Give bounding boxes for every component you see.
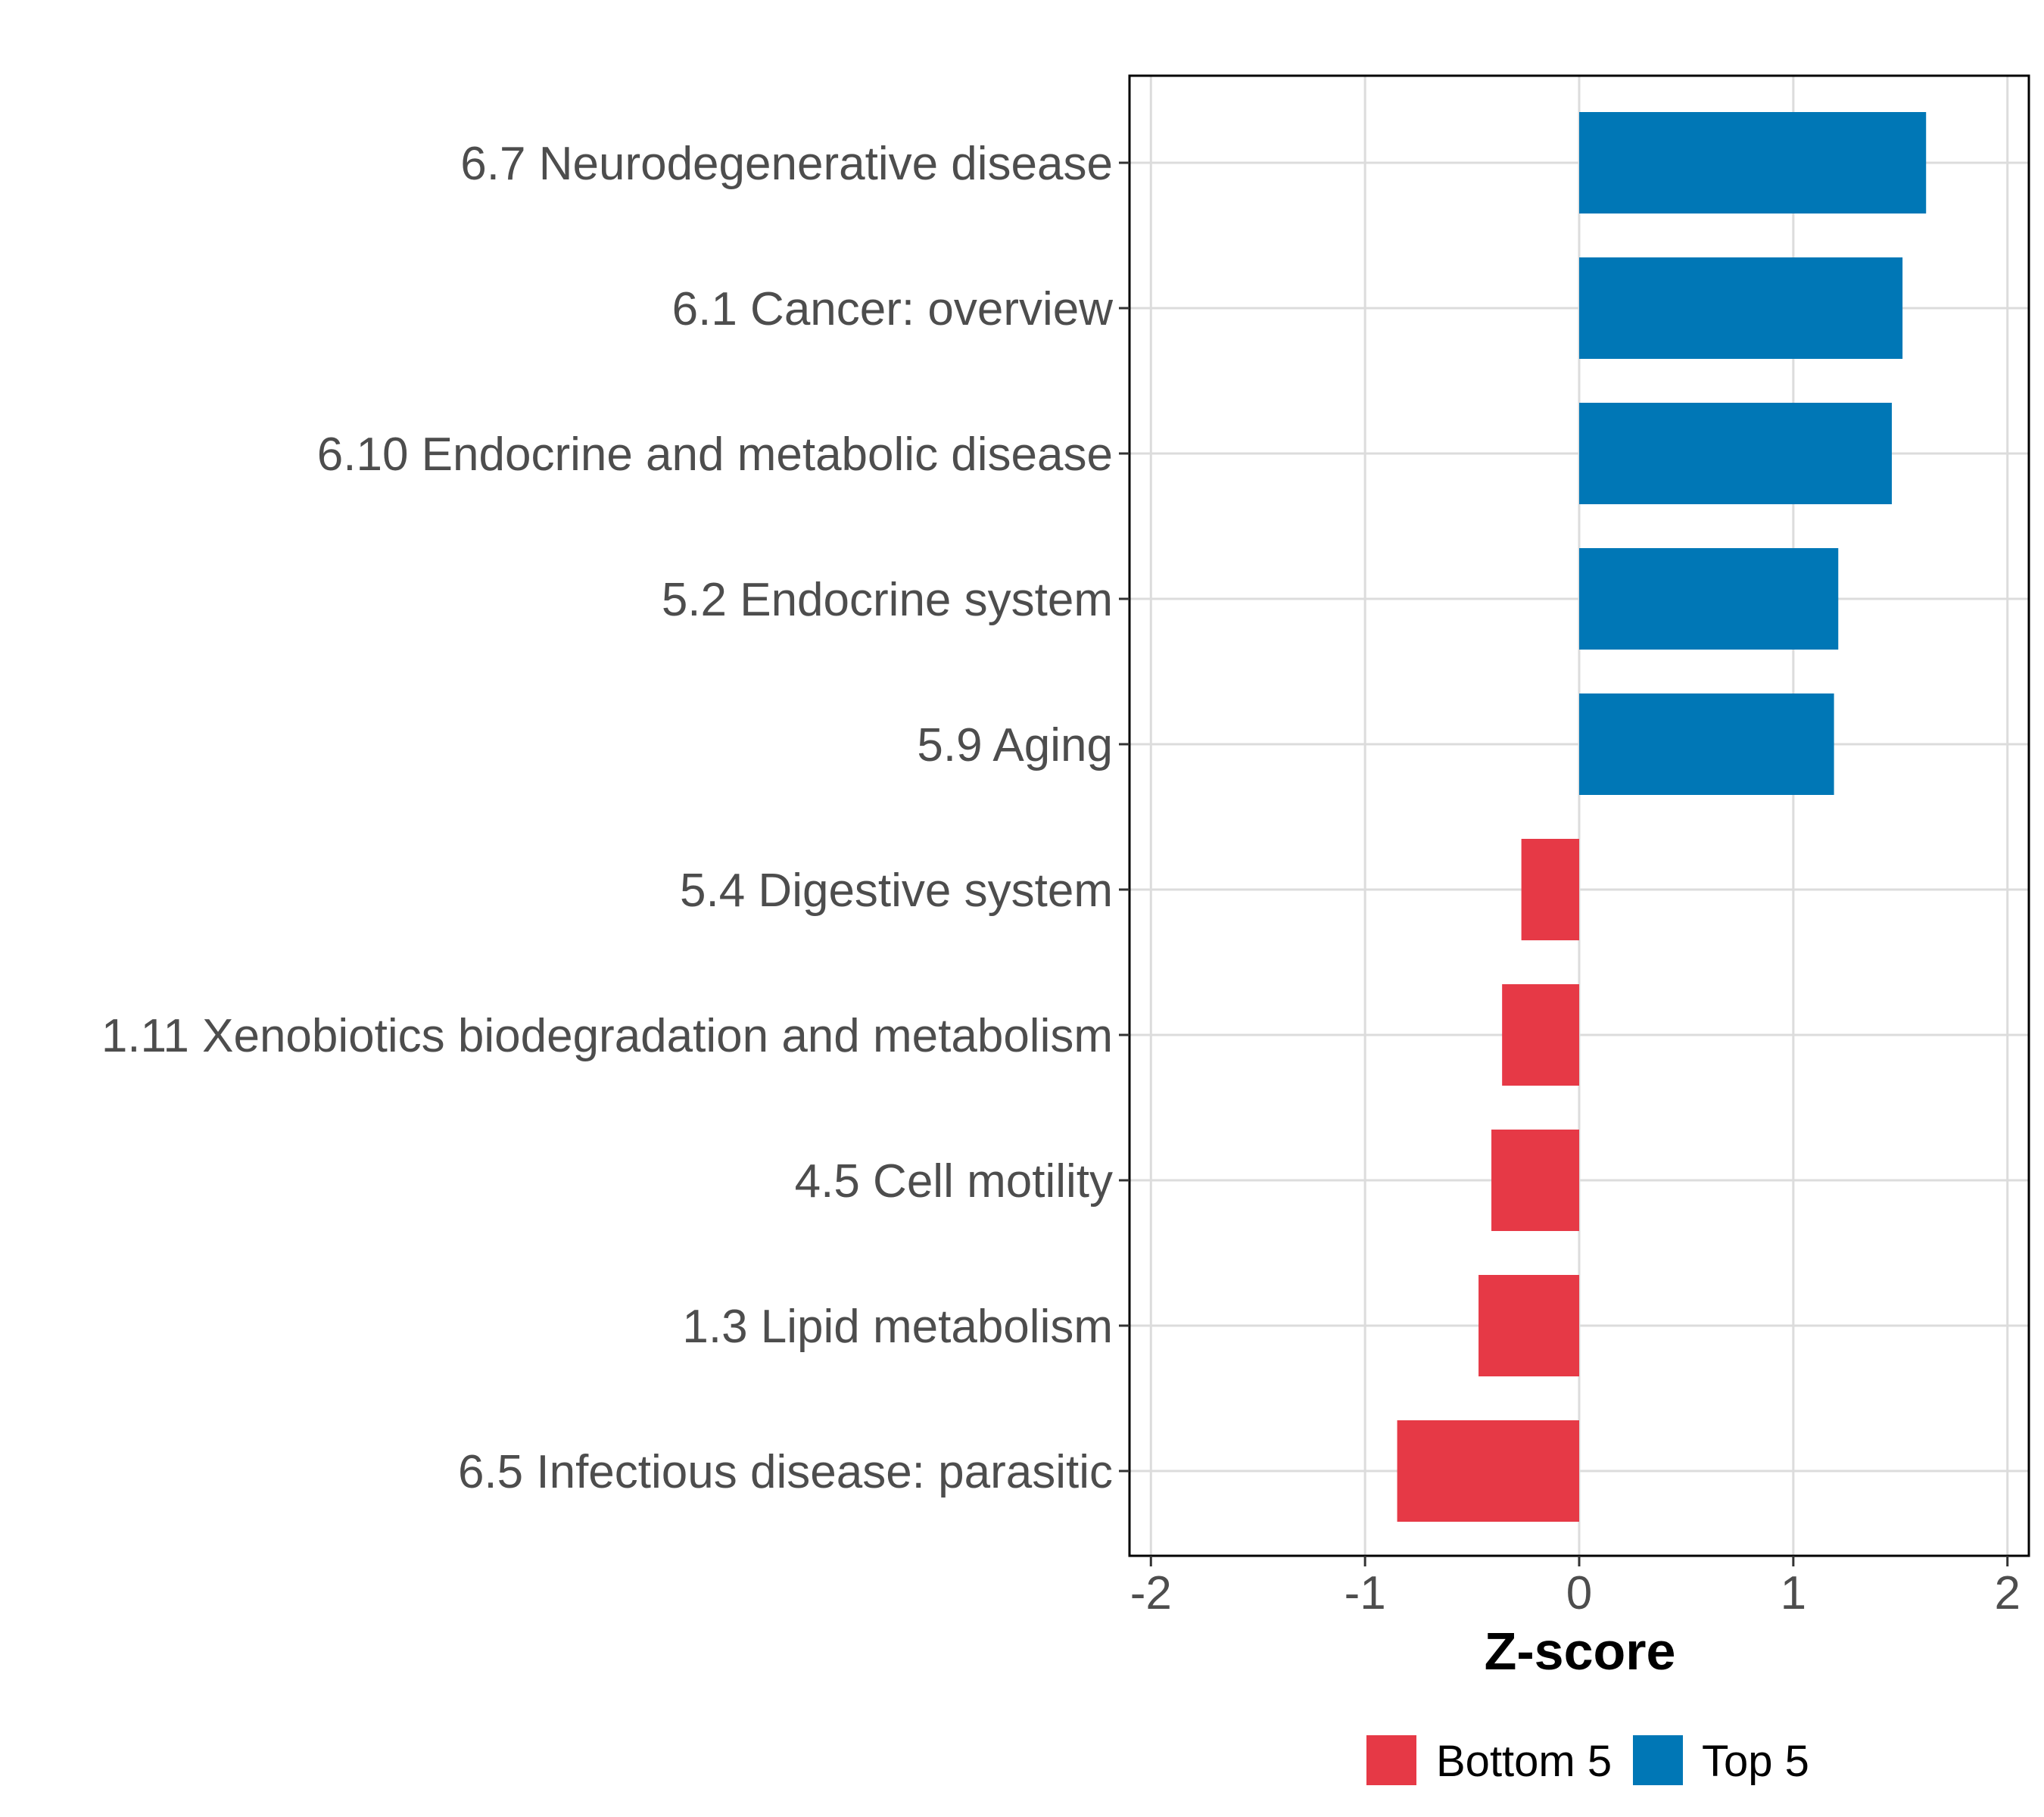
category-label: 5.2 Endocrine system bbox=[662, 574, 1113, 626]
category-label: 6.5 Infectious disease: parasitic bbox=[458, 1446, 1113, 1498]
legend-label-bottom5: Bottom 5 bbox=[1436, 1737, 1612, 1786]
x-tick-label: -1 bbox=[1344, 1567, 1386, 1619]
x-axis-ticks: -2 -1 0 1 2 bbox=[1130, 1556, 2021, 1619]
x-tick-label: 1 bbox=[1781, 1567, 1806, 1619]
bar bbox=[1478, 1275, 1579, 1376]
bars bbox=[1397, 112, 1927, 1522]
legend-swatch-bottom5 bbox=[1366, 1735, 1416, 1785]
category-label: 6.7 Neurodegenerative disease bbox=[460, 138, 1113, 190]
category-label: 1.11 Xenobiotics biodegradation and meta… bbox=[101, 1010, 1113, 1062]
category-label: 4.5 Cell motility bbox=[795, 1155, 1113, 1208]
legend-swatch-top5 bbox=[1633, 1735, 1683, 1785]
category-label: 1.3 Lipid metabolism bbox=[682, 1301, 1113, 1353]
x-tick-label: -2 bbox=[1130, 1567, 1172, 1619]
category-label: 6.1 Cancer: overview bbox=[672, 283, 1114, 335]
x-tick-label: 2 bbox=[1994, 1567, 2020, 1619]
bar bbox=[1491, 1130, 1579, 1231]
x-tick-label: 0 bbox=[1566, 1567, 1592, 1619]
bar bbox=[1502, 984, 1579, 1086]
bar bbox=[1521, 839, 1579, 940]
bar bbox=[1579, 403, 1892, 504]
legend-label-top5: Top 5 bbox=[1702, 1737, 1809, 1786]
x-axis-title: Z-score bbox=[1485, 1622, 1676, 1681]
category-label: 5.9 Aging bbox=[917, 719, 1113, 771]
category-label: 6.10 Endocrine and metabolic disease bbox=[317, 429, 1113, 481]
category-label: 5.4 Digestive system bbox=[680, 865, 1113, 917]
bar bbox=[1397, 1420, 1579, 1522]
legend: Bottom 5 Top 5 bbox=[1366, 1735, 1809, 1786]
y-axis-ticks: 6.7 Neurodegenerative disease 6.1 Cancer:… bbox=[101, 138, 1129, 1498]
bar bbox=[1579, 548, 1839, 650]
bar bbox=[1579, 112, 1927, 213]
bar bbox=[1579, 693, 1834, 795]
bar bbox=[1579, 257, 1903, 359]
